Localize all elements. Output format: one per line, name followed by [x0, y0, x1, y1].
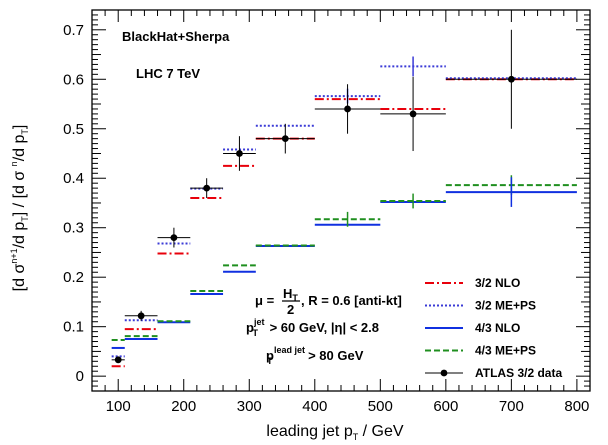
legend-label: 3/2 ME+PS: [475, 299, 536, 313]
data-point: [223, 136, 256, 171]
legend: 3/2 NLO 3/2 ME+PS 4/3 NLO 4/3 ME+PS ATLAS 3/…: [425, 276, 562, 380]
atlas-data-layer: [111, 29, 577, 364]
x-tick-label: 400: [302, 398, 327, 415]
x-tick-label: 800: [564, 398, 589, 415]
data-marker: [137, 312, 145, 320]
legend-entry: 3/2 ME+PS: [425, 299, 536, 313]
legend-label: 4/3 NLO: [475, 321, 520, 335]
x-tick-label: 700: [499, 398, 524, 415]
generator-label: BlackHat+Sherpa: [122, 29, 230, 44]
y-axis-title: [d σn+1/d pT] / [d σ n/d pT]: [9, 125, 30, 292]
lead-jet-cut-annotation: plead jet T > 80 GeV: [266, 345, 364, 366]
y-tick-label: 0.2: [63, 269, 84, 286]
x-tick-label: 600: [433, 398, 458, 415]
legend-label: ATLAS 3/2 data: [475, 366, 562, 380]
legend-marker: [440, 369, 448, 377]
data-marker: [203, 184, 211, 192]
data-point: [380, 76, 446, 152]
legend-entry: 4/3 NLO: [425, 321, 520, 335]
svg-text:, R = 0.6 [anti-kt]: , R = 0.6 [anti-kt]: [301, 293, 402, 308]
data-marker: [507, 75, 515, 83]
x-tick-label: 100: [106, 398, 131, 415]
data-point: [314, 84, 381, 134]
y-tick-label: 0.1: [63, 319, 84, 336]
data-marker: [344, 105, 351, 113]
svg-text:μ =: μ =: [255, 293, 275, 308]
y-tick-label: 0.7: [63, 22, 84, 39]
x-axis-title: leading jet pT / GeV: [266, 423, 403, 442]
legend-entry: 3/2 NLO: [425, 276, 520, 290]
data-point: [255, 123, 315, 154]
y-tick-label: 0: [76, 368, 84, 385]
axis-layer: 100 200 300 400 500 600 700 800 0 0.1 0.2 0.3 0.4 0.5…: [63, 10, 590, 415]
data-marker: [170, 234, 178, 242]
svg-text:2: 2: [287, 302, 294, 317]
data-marker: [114, 356, 122, 364]
energy-label: LHC 7 TeV: [136, 66, 200, 81]
svg-text:HT: HT: [283, 286, 298, 303]
legend-entry: ATLAS 3/2 data: [425, 366, 562, 380]
data-point: [445, 29, 577, 129]
y-tick-label: 0.3: [63, 220, 84, 237]
y-tick-label: 0.6: [63, 71, 84, 88]
scale-annotation: μ = HT 2 , R = 0.6 [anti-kt]: [255, 286, 402, 317]
data-marker: [281, 135, 289, 143]
data-marker: [236, 150, 243, 157]
x-tick-label: 500: [368, 398, 393, 415]
y-tick-label: 0.4: [63, 170, 84, 187]
legend-entry: 4/3 ME+PS: [425, 344, 536, 358]
legend-label: 3/2 NLO: [475, 276, 520, 290]
y-tick-label: 0.5: [63, 121, 84, 138]
data-marker: [409, 110, 417, 118]
data-point: [190, 178, 224, 199]
series-3-2-me-ps: [111, 65, 577, 358]
x-tick-label: 200: [171, 398, 196, 415]
jet-cut-annotation: pjet T > 60 GeV, |η| < 2.8: [246, 317, 379, 338]
x-tick-label: 300: [237, 398, 262, 415]
series-4-3-me-ps: [111, 184, 577, 342]
data-point: [124, 310, 158, 321]
data-point: [111, 356, 125, 364]
data-point: [157, 227, 191, 248]
legend-label: 4/3 ME+PS: [475, 344, 536, 358]
